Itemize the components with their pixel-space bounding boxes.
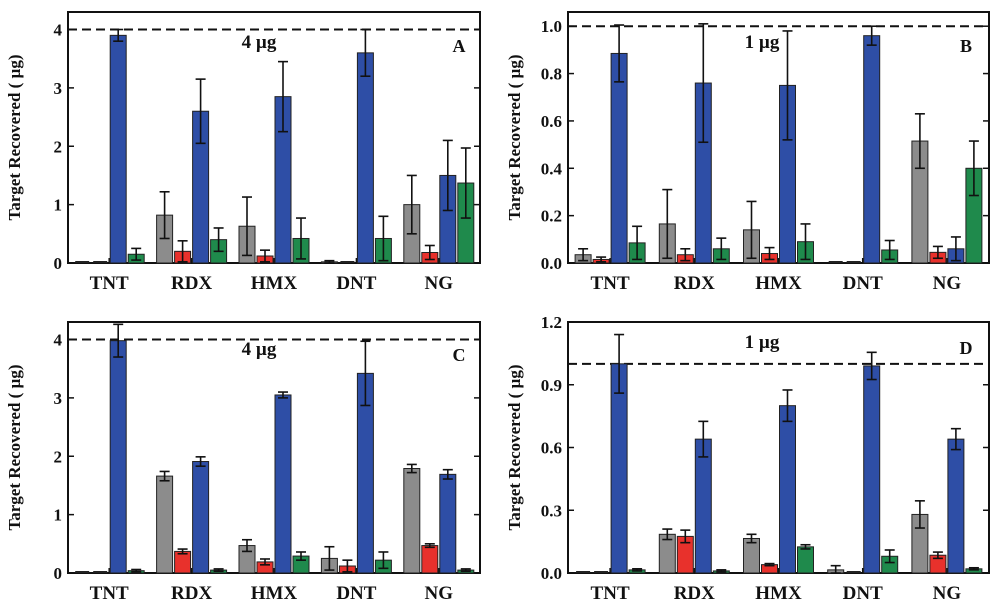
y-tick-label: 1 [54,196,63,215]
x-category-label: HMX [251,273,298,294]
chart-panel-a: 0 1 2 3 4 Target Recovered ( µg) 4 µg A TNT RDX HM… [5,11,481,294]
amount-label: 1 µg [745,32,780,53]
panel-letter: B [960,36,972,56]
x-category-label: HMX [755,273,802,294]
panel-letter: D [960,338,973,358]
x-category-label: NG [933,583,962,604]
amount-label: 1 µg [745,332,780,353]
chart-panel-c: 0 1 2 3 4 Target Recovered ( µg) 4 µg C TNT RDX HM… [5,321,481,604]
bar-blue-ng [947,438,965,574]
amount-label: 4 µg [242,339,277,360]
x-category-label: TNT [591,583,630,604]
bar-blue-rdx [694,438,712,574]
x-category-label: RDX [674,583,715,604]
y-axis-label: Target Recovered ( µg) [5,364,24,530]
y-axis-label: Target Recovered ( µg) [505,54,524,220]
y-tick-label: 0.9 [541,376,562,395]
x-category-label: TNT [591,273,630,294]
bar-blue-tnt [610,52,628,264]
x-category-label: DNT [336,583,376,604]
bar-blue-dnt [863,365,881,574]
chart-panel-d: 0.0 0.3 0.6 0.9 1.2 Target Recovered ( µg) 1 µ… [505,313,990,604]
bar-blue-ng [439,473,457,574]
y-tick-label: 0.6 [541,439,562,458]
bar-blue-tnt [610,363,628,574]
bar-blue-hmx [779,405,796,574]
x-category-label: DNT [843,273,883,294]
y-tick-label: 0.2 [541,207,562,226]
y-axis-label: Target Recovered ( µg) [505,364,524,530]
y-tick-label: 0.4 [541,159,563,178]
amount-label: 4 µg [242,32,277,53]
y-tick-label: 3 [54,79,63,98]
y-tick-label: 0.0 [541,254,562,273]
y-tick-label: 3 [54,389,63,408]
bar-blue-rdx [192,461,210,574]
bar-blue-hmx [274,394,292,574]
y-tick-label: 0 [54,564,63,583]
bar-blue-tnt [109,34,127,264]
bar-gray-rdx [156,475,174,574]
bar-blue-dnt [863,35,881,264]
panel-letter: C [453,345,466,365]
x-category-label: TNT [90,273,129,294]
chart-panel-b: 0.0 0.2 0.4 0.6 0.8 1.0 Target Recovered ( µg)… [505,11,990,294]
y-tick-label: 1 [54,506,63,525]
y-tick-label: 4 [54,331,63,350]
y-tick-label: 1.2 [541,313,562,332]
x-category-label: TNT [90,583,129,604]
y-tick-label: 0 [54,254,63,273]
bar-red-rdx [174,550,192,574]
y-tick-label: 2 [54,137,63,156]
bar-gray-hmx [743,537,760,574]
bar-red-ng [421,545,439,574]
x-category-label: HMX [755,583,802,604]
x-category-label: NG [425,273,454,294]
x-category-label: RDX [171,583,212,604]
y-tick-label: 0.0 [541,564,562,583]
x-category-label: NG [933,273,962,294]
x-category-label: NG [425,583,454,604]
y-tick-label: 2 [54,447,63,466]
bar-gray-ng [403,468,421,574]
y-tick-label: 0.3 [541,501,562,520]
x-category-label: DNT [336,273,376,294]
bar-blue-tnt [109,340,127,574]
x-category-label: DNT [843,583,883,604]
y-tick-label: 0.6 [541,112,562,131]
y-tick-label: 4 [54,21,63,40]
x-category-label: HMX [251,583,298,604]
x-category-label: RDX [674,273,715,294]
panel-letter: A [453,36,466,56]
y-tick-label: 0.8 [541,65,562,84]
y-axis-label: Target Recovered ( µg) [5,54,24,220]
bar-green-hmx [797,546,814,574]
y-tick-label: 1.0 [541,17,562,36]
x-category-label: RDX [171,273,212,294]
bar-blue-dnt [356,52,374,264]
